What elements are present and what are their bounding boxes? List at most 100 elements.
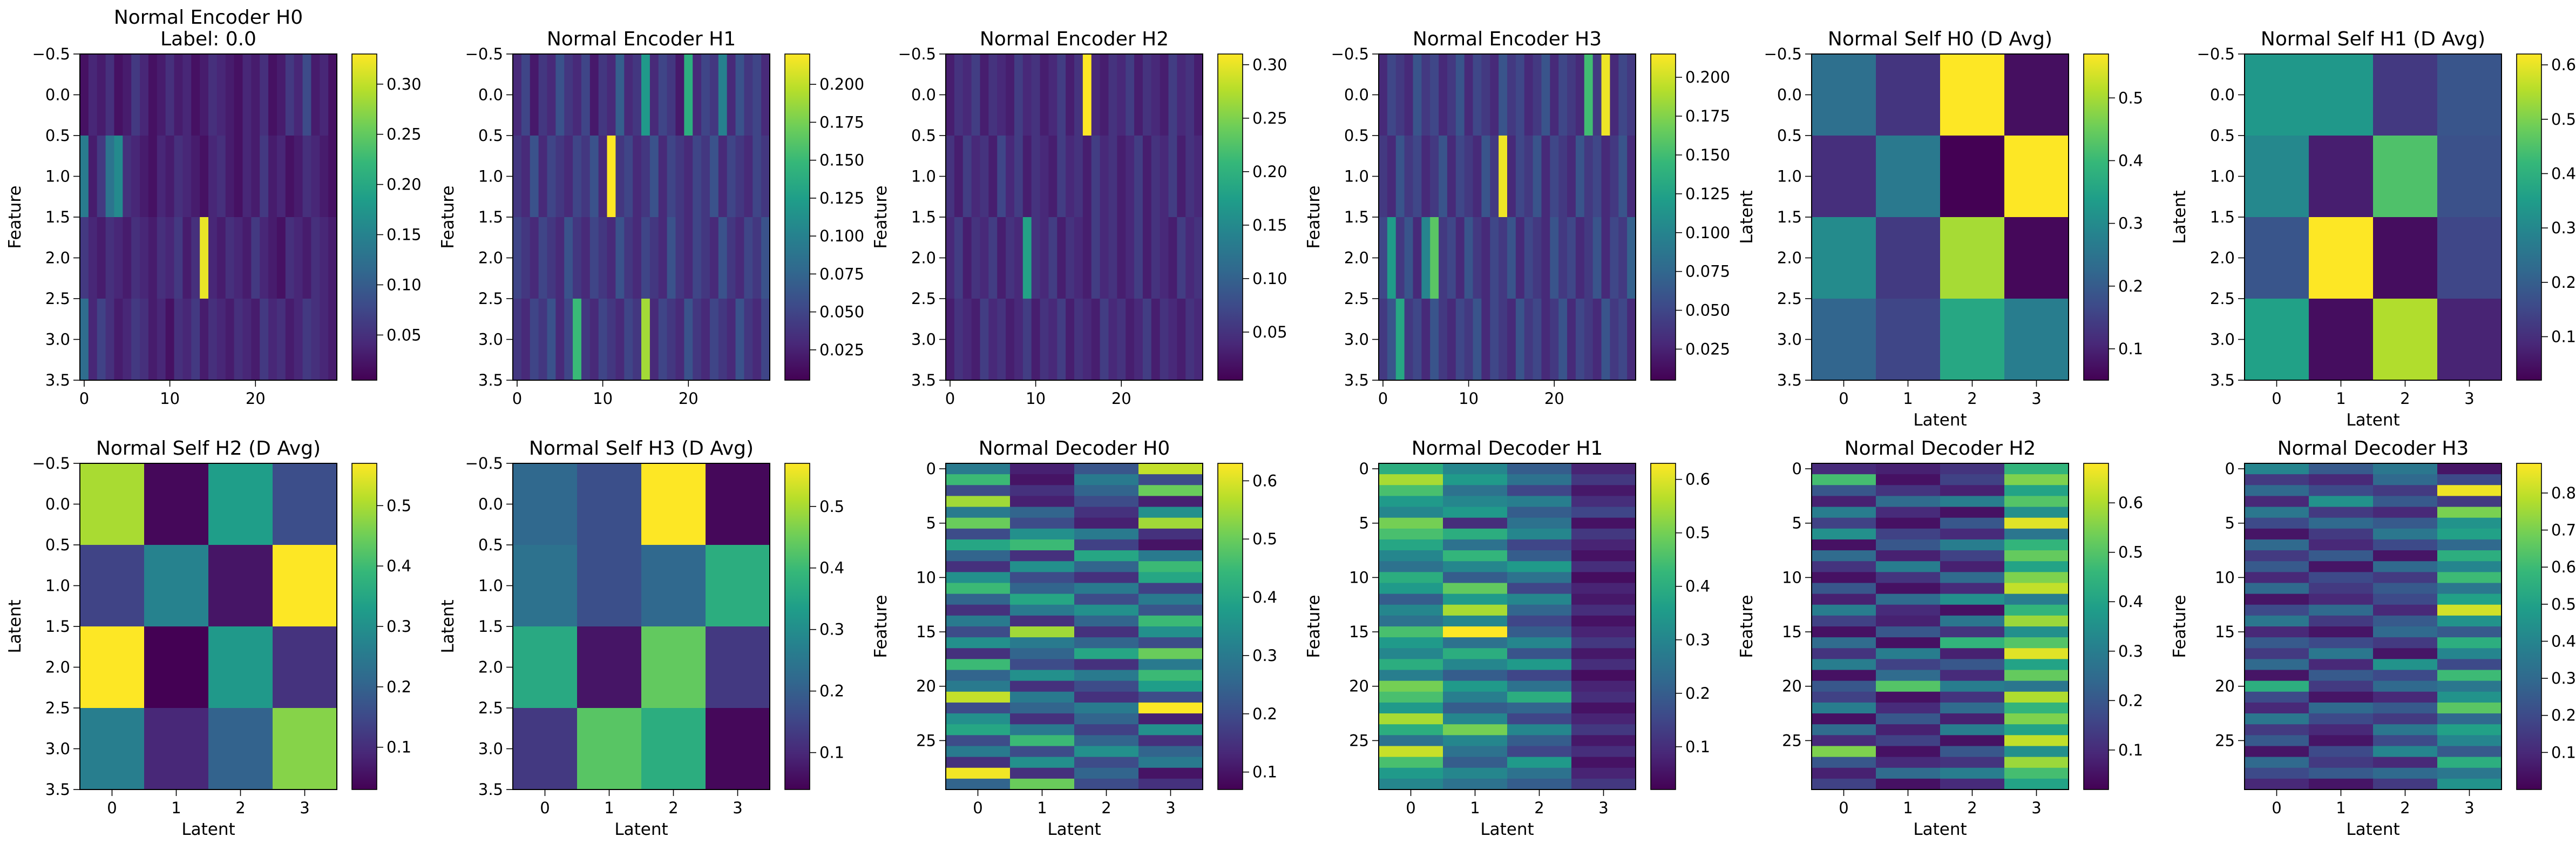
heatmap-cell: [2309, 626, 2374, 638]
heatmap-cell: [1074, 517, 1139, 529]
heatmap-cell: [718, 54, 728, 136]
heatmap-cell: [946, 561, 1011, 572]
colorbar-frame: [2083, 53, 2109, 381]
heatmap-cell: [1006, 136, 1015, 218]
heatmap-cell: [1117, 299, 1126, 381]
heatmap-cell: [1117, 217, 1126, 299]
heatmap-cell: [1395, 217, 1405, 299]
heatmap-cell: [1160, 136, 1169, 218]
heatmap-cell: [1876, 637, 1941, 649]
heatmap-cell: [1010, 496, 1075, 508]
heatmap-cell: [1571, 528, 1636, 540]
x-tick-label: 0: [540, 799, 550, 817]
x-tick-label: 2: [235, 799, 245, 817]
heatmap-cell: [208, 708, 273, 790]
heatmap-cell: [2004, 680, 2069, 692]
heatmap-cell: [216, 299, 226, 381]
heatmap-cell: [2004, 735, 2069, 747]
heatmap-cell: [658, 136, 668, 218]
y-axis-label: Latent: [5, 599, 25, 653]
colorbar-tick-label: 0.4: [2118, 151, 2143, 170]
heatmap-cell: [1601, 217, 1610, 299]
heatmap-cell: [684, 217, 693, 299]
heatmap-cell: [573, 299, 582, 381]
colorbar-tick-label: 0.15: [387, 226, 422, 244]
heatmap-cell: [727, 217, 736, 299]
heatmap-cell: [1533, 299, 1542, 381]
heatmap-cell: [727, 299, 736, 381]
heatmap-cell: [1048, 54, 1057, 136]
heatmap-cells: [946, 54, 1203, 381]
heatmap-cell: [706, 463, 770, 545]
heatmap-cell: [2309, 680, 2374, 692]
heatmap-cell: [1876, 615, 1941, 627]
heatmap-cell: [114, 136, 123, 218]
heatmap-cell: [718, 299, 728, 381]
heatmap-cell: [1558, 299, 1568, 381]
colorbar-tick-label: 0.175: [1685, 107, 1730, 125]
heatmap-cell: [971, 54, 981, 136]
heatmap-cell: [1812, 593, 1876, 605]
heatmap-cell: [97, 299, 106, 381]
heatmap-cell: [1515, 136, 1525, 218]
heatmap-cell: [1379, 713, 1443, 725]
heatmap-cell: [1074, 670, 1139, 682]
colorbar-tick-label: 0.075: [819, 265, 864, 283]
heatmap-cell: [1160, 299, 1169, 381]
heatmap-cell: [2309, 757, 2374, 768]
x-tick-label: 0: [2272, 389, 2281, 408]
heatmap-cell: [1443, 507, 1508, 518]
heatmap-cell: [328, 136, 337, 218]
y-tick-label: −0.5: [32, 45, 70, 63]
heatmap-cell: [1387, 299, 1397, 381]
heatmap-cell: [1074, 593, 1139, 605]
heatmap-cell: [1379, 735, 1443, 747]
heatmap-cell: [2245, 702, 2309, 714]
colorbar-tick-label: 0.3: [2551, 669, 2576, 687]
heatmap-cell: [1057, 136, 1066, 218]
colorbar-tick-label: 0.1: [2118, 340, 2143, 358]
y-tick-label: 0.5: [45, 536, 70, 554]
heatmap-cell: [946, 528, 1011, 540]
heatmap-cell: [1876, 474, 1941, 485]
heatmap-cell: [182, 136, 192, 218]
heatmap-cell: [1031, 136, 1041, 218]
y-tick-label: 3.0: [478, 330, 503, 349]
colorbar-tick-label: 0.1: [2551, 743, 2576, 761]
colorbar-tick-label: 0.6: [1252, 471, 1277, 490]
heatmap-cell: [1074, 713, 1139, 725]
heatmap-cell: [2373, 659, 2438, 671]
axes-frame: [945, 463, 1203, 790]
heatmap-cell: [1048, 136, 1057, 218]
heatmap-cell: [2309, 474, 2374, 485]
heatmap-cell: [165, 54, 175, 136]
heatmap-cell: [1066, 54, 1075, 136]
heatmap-cell: [1022, 136, 1032, 218]
heatmap-cell: [1194, 136, 1203, 218]
heatmap-cell: [641, 136, 650, 218]
heatmap-cell: [1876, 713, 1941, 725]
y-tick-label: 2.0: [1777, 249, 1802, 267]
heatmap-cell: [2309, 746, 2374, 758]
heatmap-cell: [2373, 539, 2438, 551]
heatmap-cell: [2437, 637, 2502, 649]
heatmap-cell: [1443, 670, 1508, 682]
heatmap-cell: [1571, 561, 1636, 572]
heatmap-cell: [1379, 648, 1443, 659]
heatmap-cell: [1876, 572, 1941, 584]
heatmap-cell: [80, 545, 145, 627]
colorbar: 0.1 0.2 0.3 0.4 0.5 0.6 0.7 0.8: [2516, 463, 2576, 790]
heatmap-cell: [1138, 648, 1203, 659]
heatmap-cell: [727, 136, 736, 218]
heatmap-cell: [1940, 659, 2005, 671]
y-tick-label: 3.0: [911, 330, 936, 349]
heatmap-cell: [1464, 136, 1474, 218]
y-tick-label: 10: [1782, 568, 1802, 586]
heatmap-cell: [2245, 593, 2309, 605]
heatmap-cell: [946, 626, 1011, 638]
heatmap-cell: [1618, 217, 1628, 299]
heatmap-cell: [1443, 713, 1508, 725]
heatmap-cell: [123, 54, 132, 136]
heatmap-cell: [1584, 54, 1594, 136]
y-tick-label: 2.0: [45, 658, 70, 677]
